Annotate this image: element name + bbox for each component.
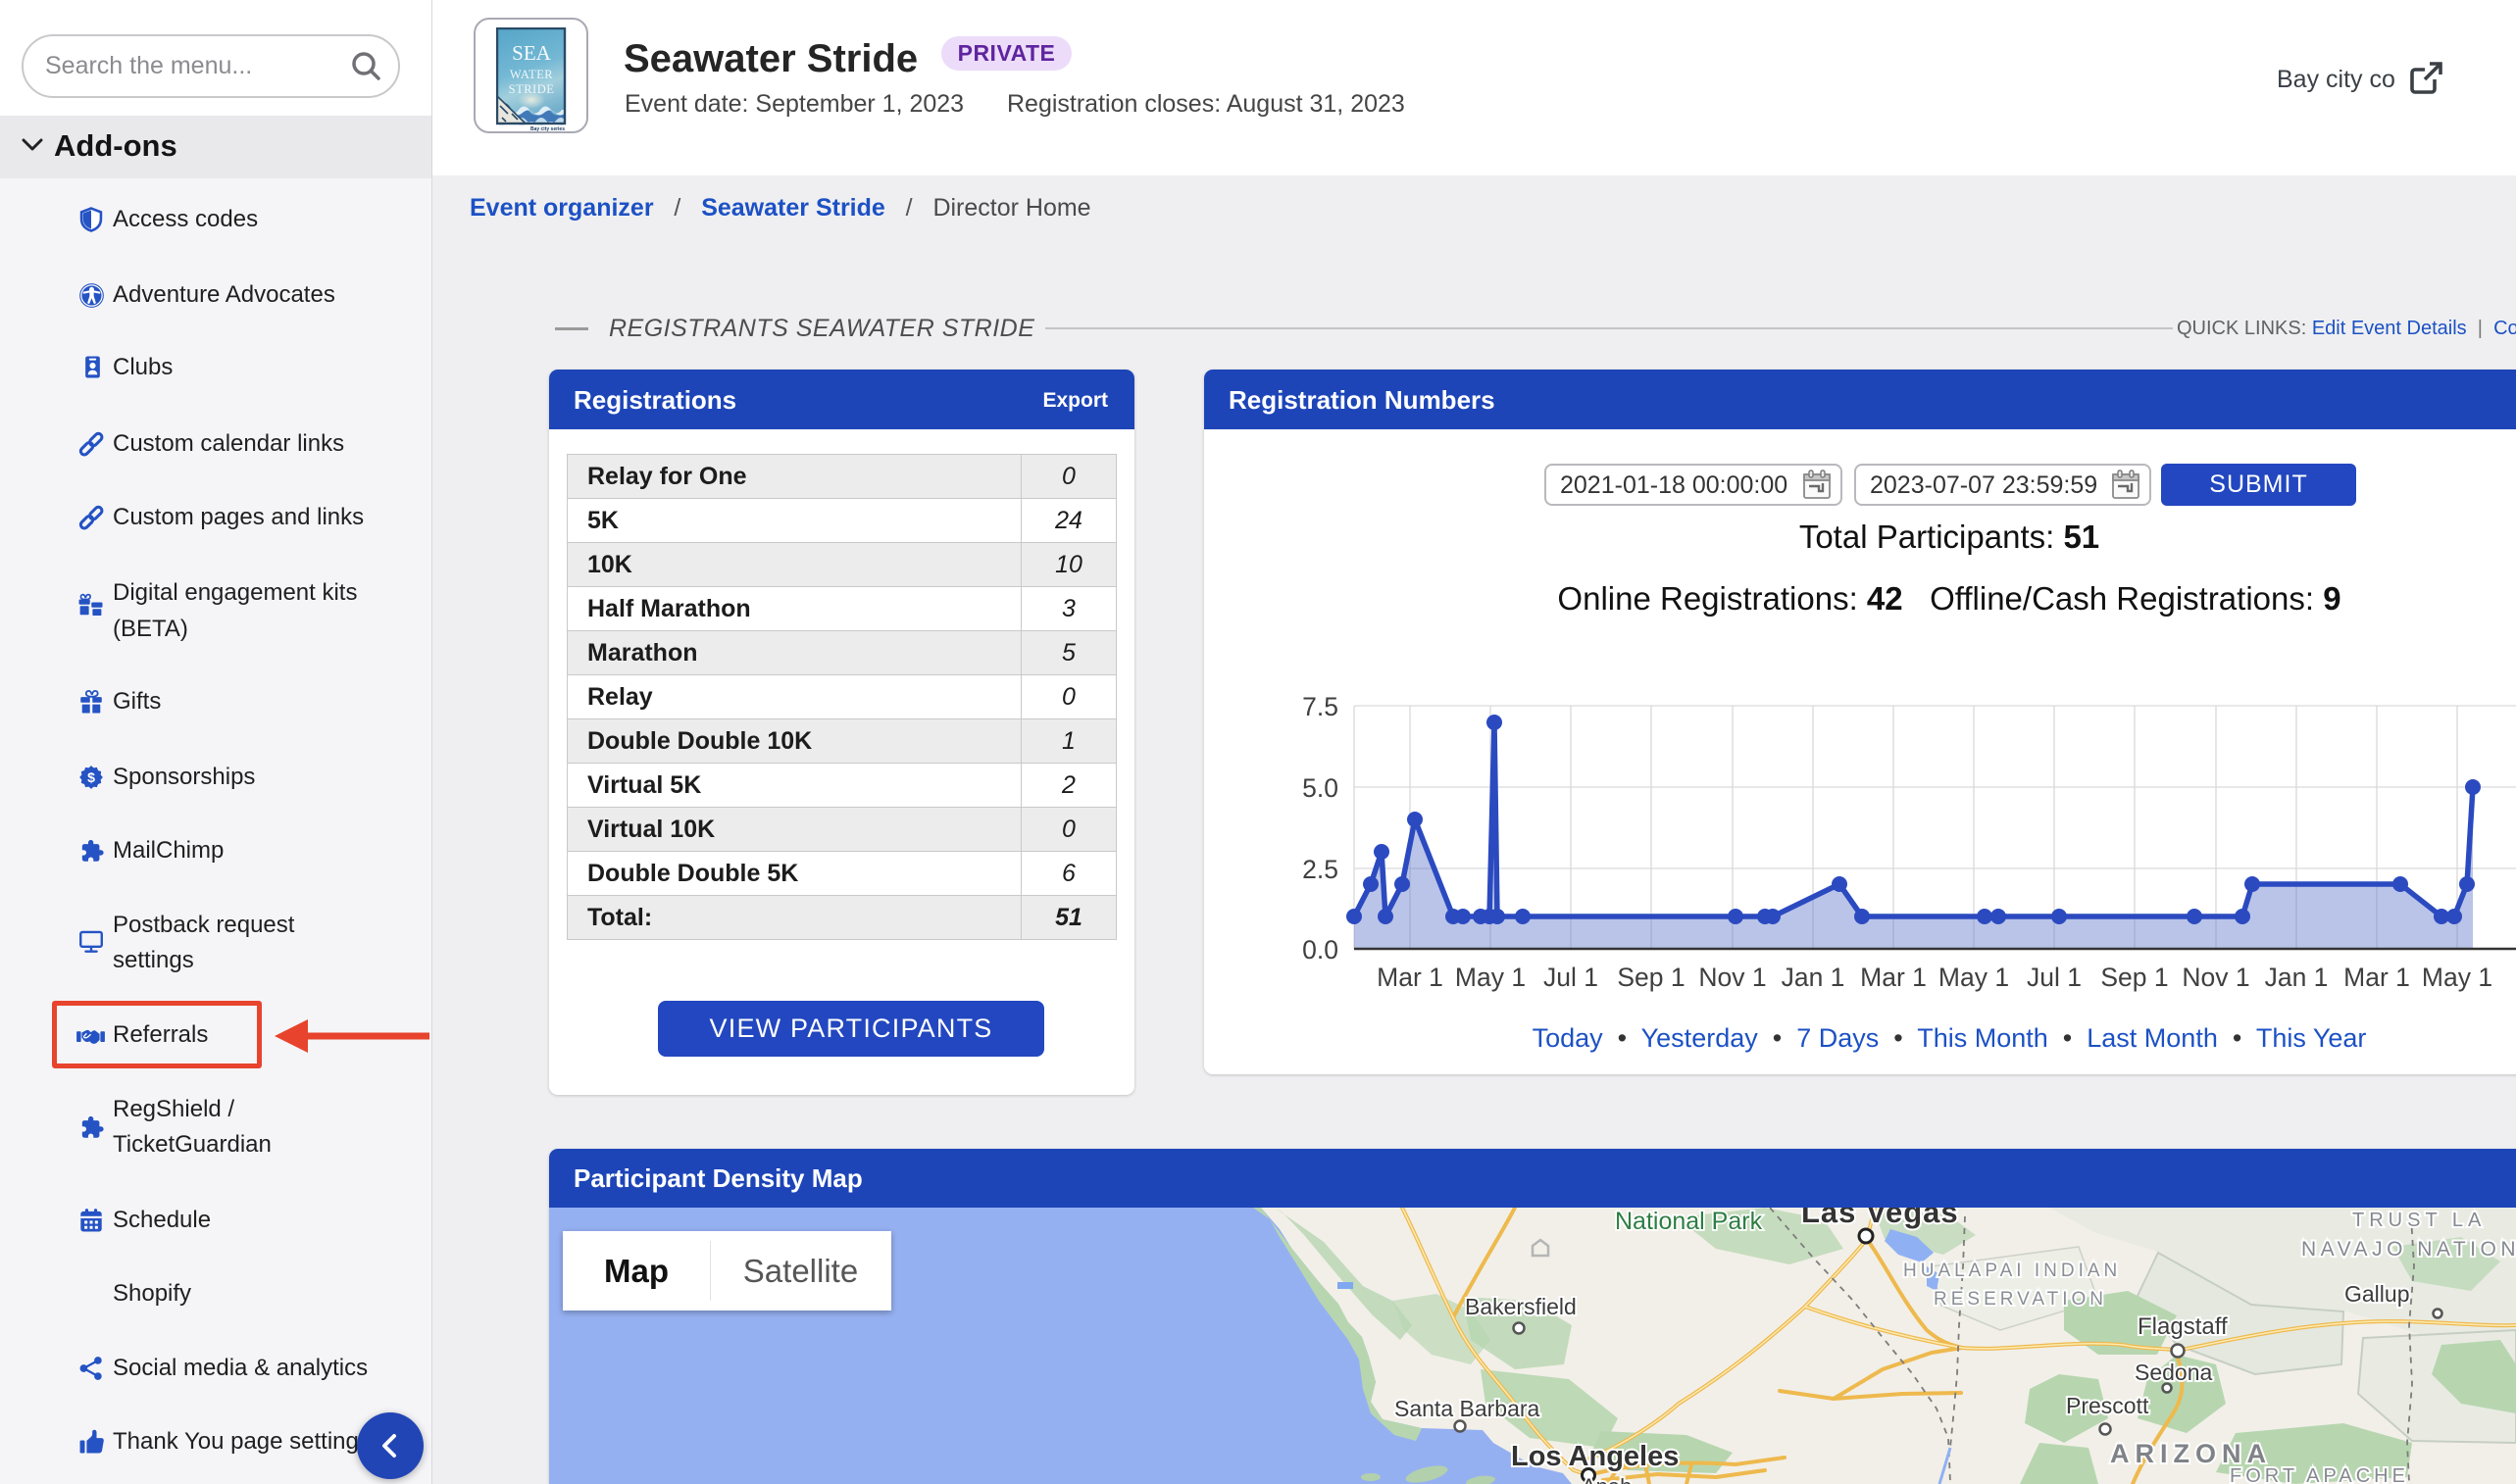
svg-text:Mar 1: Mar 1 bbox=[2343, 963, 2410, 992]
svg-text:Los Angeles: Los Angeles bbox=[1511, 1441, 1679, 1472]
svg-text:Bakersfield: Bakersfield bbox=[1465, 1294, 1577, 1319]
svg-text:NAVAJO NATION: NAVAJO NATION bbox=[2301, 1238, 2516, 1261]
svg-text:Sedona: Sedona bbox=[2135, 1360, 2213, 1385]
svg-text:Sep 1: Sep 1 bbox=[1617, 963, 1685, 992]
svg-text:Jul 1: Jul 1 bbox=[2027, 963, 2082, 992]
svg-text:Anah: Anah bbox=[1582, 1474, 1632, 1484]
svg-text:Sep 1: Sep 1 bbox=[2100, 963, 2168, 992]
svg-text:TRUST LA: TRUST LA bbox=[2352, 1210, 2486, 1231]
svg-text:Las Vegas: Las Vegas bbox=[1801, 1208, 1959, 1229]
svg-text:STRIDE: STRIDE bbox=[509, 82, 555, 96]
svg-text:FORT APACHE: FORT APACHE bbox=[2230, 1465, 2409, 1484]
svg-text:Jul 1: Jul 1 bbox=[1543, 963, 1598, 992]
svg-text:2.5: 2.5 bbox=[1302, 855, 1338, 884]
svg-text:5.0: 5.0 bbox=[1302, 773, 1338, 803]
svg-text:May 1: May 1 bbox=[1938, 963, 2009, 992]
svg-text:ARIZONA: ARIZONA bbox=[2110, 1439, 2272, 1468]
svg-text:Bay city series: Bay city series bbox=[530, 126, 565, 131]
svg-text:$: $ bbox=[87, 769, 95, 785]
svg-text:Flagstaff: Flagstaff bbox=[2138, 1313, 2228, 1340]
svg-text:WATER: WATER bbox=[510, 68, 553, 81]
svg-text:Jan 1: Jan 1 bbox=[2265, 963, 2329, 992]
svg-text:National Park: National Park bbox=[1615, 1208, 1763, 1235]
svg-text:Nov 1: Nov 1 bbox=[2182, 963, 2249, 992]
svg-text:Jan 1: Jan 1 bbox=[1782, 963, 1845, 992]
svg-text:Nov 1: Nov 1 bbox=[1698, 963, 1766, 992]
svg-text:Prescott: Prescott bbox=[2066, 1393, 2149, 1418]
svg-text:7.5: 7.5 bbox=[1302, 692, 1338, 721]
svg-text:May 1: May 1 bbox=[2422, 963, 2492, 992]
svg-text:Santa Barbara: Santa Barbara bbox=[1394, 1396, 1540, 1421]
svg-text:RESERVATION: RESERVATION bbox=[1934, 1289, 2107, 1310]
svg-text:Mar 1: Mar 1 bbox=[1377, 963, 1443, 992]
svg-text:May 1: May 1 bbox=[1455, 963, 1526, 992]
svg-text:Mar 1: Mar 1 bbox=[1860, 963, 1927, 992]
svg-text:SEA: SEA bbox=[512, 41, 552, 65]
svg-text:Gallup: Gallup bbox=[2344, 1281, 2409, 1307]
svg-text:HUALAPAI INDIAN: HUALAPAI INDIAN bbox=[1903, 1261, 2121, 1281]
svg-text:0.0: 0.0 bbox=[1302, 935, 1338, 965]
